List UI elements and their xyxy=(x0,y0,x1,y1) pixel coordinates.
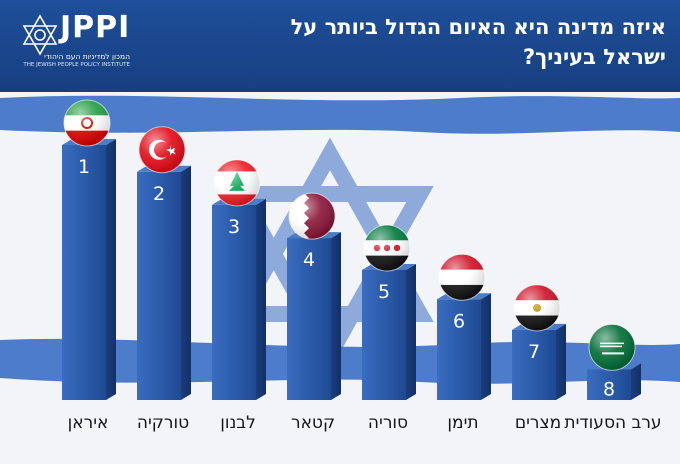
bar-side xyxy=(631,363,641,400)
bars-group: 1 2 3 4 5 6 7 8 xyxy=(62,99,641,400)
rank-label: 7 xyxy=(528,341,540,363)
bar-lebanon: 3 xyxy=(212,159,266,400)
bar-front xyxy=(437,299,481,400)
yemen-flag-icon xyxy=(438,253,486,301)
bar-turkey: 2 xyxy=(137,126,191,400)
rank-label: 2 xyxy=(153,183,165,205)
category-label: טורקיה xyxy=(137,413,189,433)
category-label: לבנון xyxy=(220,413,256,433)
bar-front xyxy=(287,238,331,400)
bar-front xyxy=(512,329,556,400)
bar-side xyxy=(556,323,566,400)
bar-qatar: 4 xyxy=(287,192,341,400)
turkey-flag-icon xyxy=(138,126,186,174)
lebanon-flag-icon xyxy=(213,159,261,207)
bar-side xyxy=(106,139,116,400)
rank-label: 6 xyxy=(453,310,465,332)
bar-egypt: 7 xyxy=(512,284,566,400)
bar-yemen: 6 xyxy=(437,253,491,400)
qatar-flag-icon xyxy=(288,192,336,240)
saudi-arabia-flag-icon xyxy=(588,323,636,371)
syria-flag-icon xyxy=(363,224,411,272)
logo-subtitle-english: THE JEWISH PEOPLE POLICY INSTITUTE xyxy=(23,62,130,68)
bar-side xyxy=(331,232,341,400)
category-label: קטאר xyxy=(291,413,335,433)
logo-text: JPPI xyxy=(60,10,131,45)
bar-front xyxy=(62,145,106,400)
bar-syria: 5 xyxy=(362,224,416,400)
egypt-flag-icon xyxy=(513,284,561,332)
iran-flag-icon xyxy=(63,99,111,147)
category-label: מצרים xyxy=(515,413,561,433)
jppi-logo xyxy=(22,14,58,56)
rank-label: 5 xyxy=(378,281,390,303)
bar-iran: 1 xyxy=(62,99,116,400)
category-label: ערב הסעודית xyxy=(564,413,661,433)
bar-side xyxy=(256,198,266,400)
bar-front xyxy=(212,204,256,400)
category-labels-group: איראן טורקיה לבנון קטאר סוריה תימן מצרים ערב הס… xyxy=(68,413,662,433)
bar-side xyxy=(181,165,191,400)
logo-subtitle-hebrew: המכון למדיניות העם היהודי xyxy=(44,52,130,61)
bar-front xyxy=(137,171,181,400)
bar-side xyxy=(481,293,491,400)
category-label: תימן xyxy=(447,413,478,433)
rank-label: 8 xyxy=(603,378,615,400)
rank-label: 1 xyxy=(78,156,90,178)
bar-front xyxy=(587,369,631,400)
rank-label: 3 xyxy=(228,216,240,238)
category-label: איראן xyxy=(68,413,109,433)
rank-label: 4 xyxy=(303,249,315,271)
header-banner: JPPI המכון למדיניות העם היהודי THE JEWIS… xyxy=(0,0,680,92)
bar-side xyxy=(406,263,416,400)
category-label: סוריה xyxy=(368,413,408,433)
bar-front xyxy=(362,269,406,400)
chart-title-line-1: איזה מדינה היא האיום הגדול ביותר על xyxy=(290,15,666,39)
bar-saudi-arabia: 8 xyxy=(587,323,641,400)
chart-title: איזה מדינה היא האיום הגדול ביותר על ישרא… xyxy=(196,12,666,72)
chart-title-line-2: ישראל בעיניך? xyxy=(522,45,666,69)
bar-chart: 1 2 3 4 5 6 7 8 איראן טורקיה לבנון קטאר סוריה תימן מצ… xyxy=(0,92,680,464)
star-of-david-icon xyxy=(22,14,58,56)
